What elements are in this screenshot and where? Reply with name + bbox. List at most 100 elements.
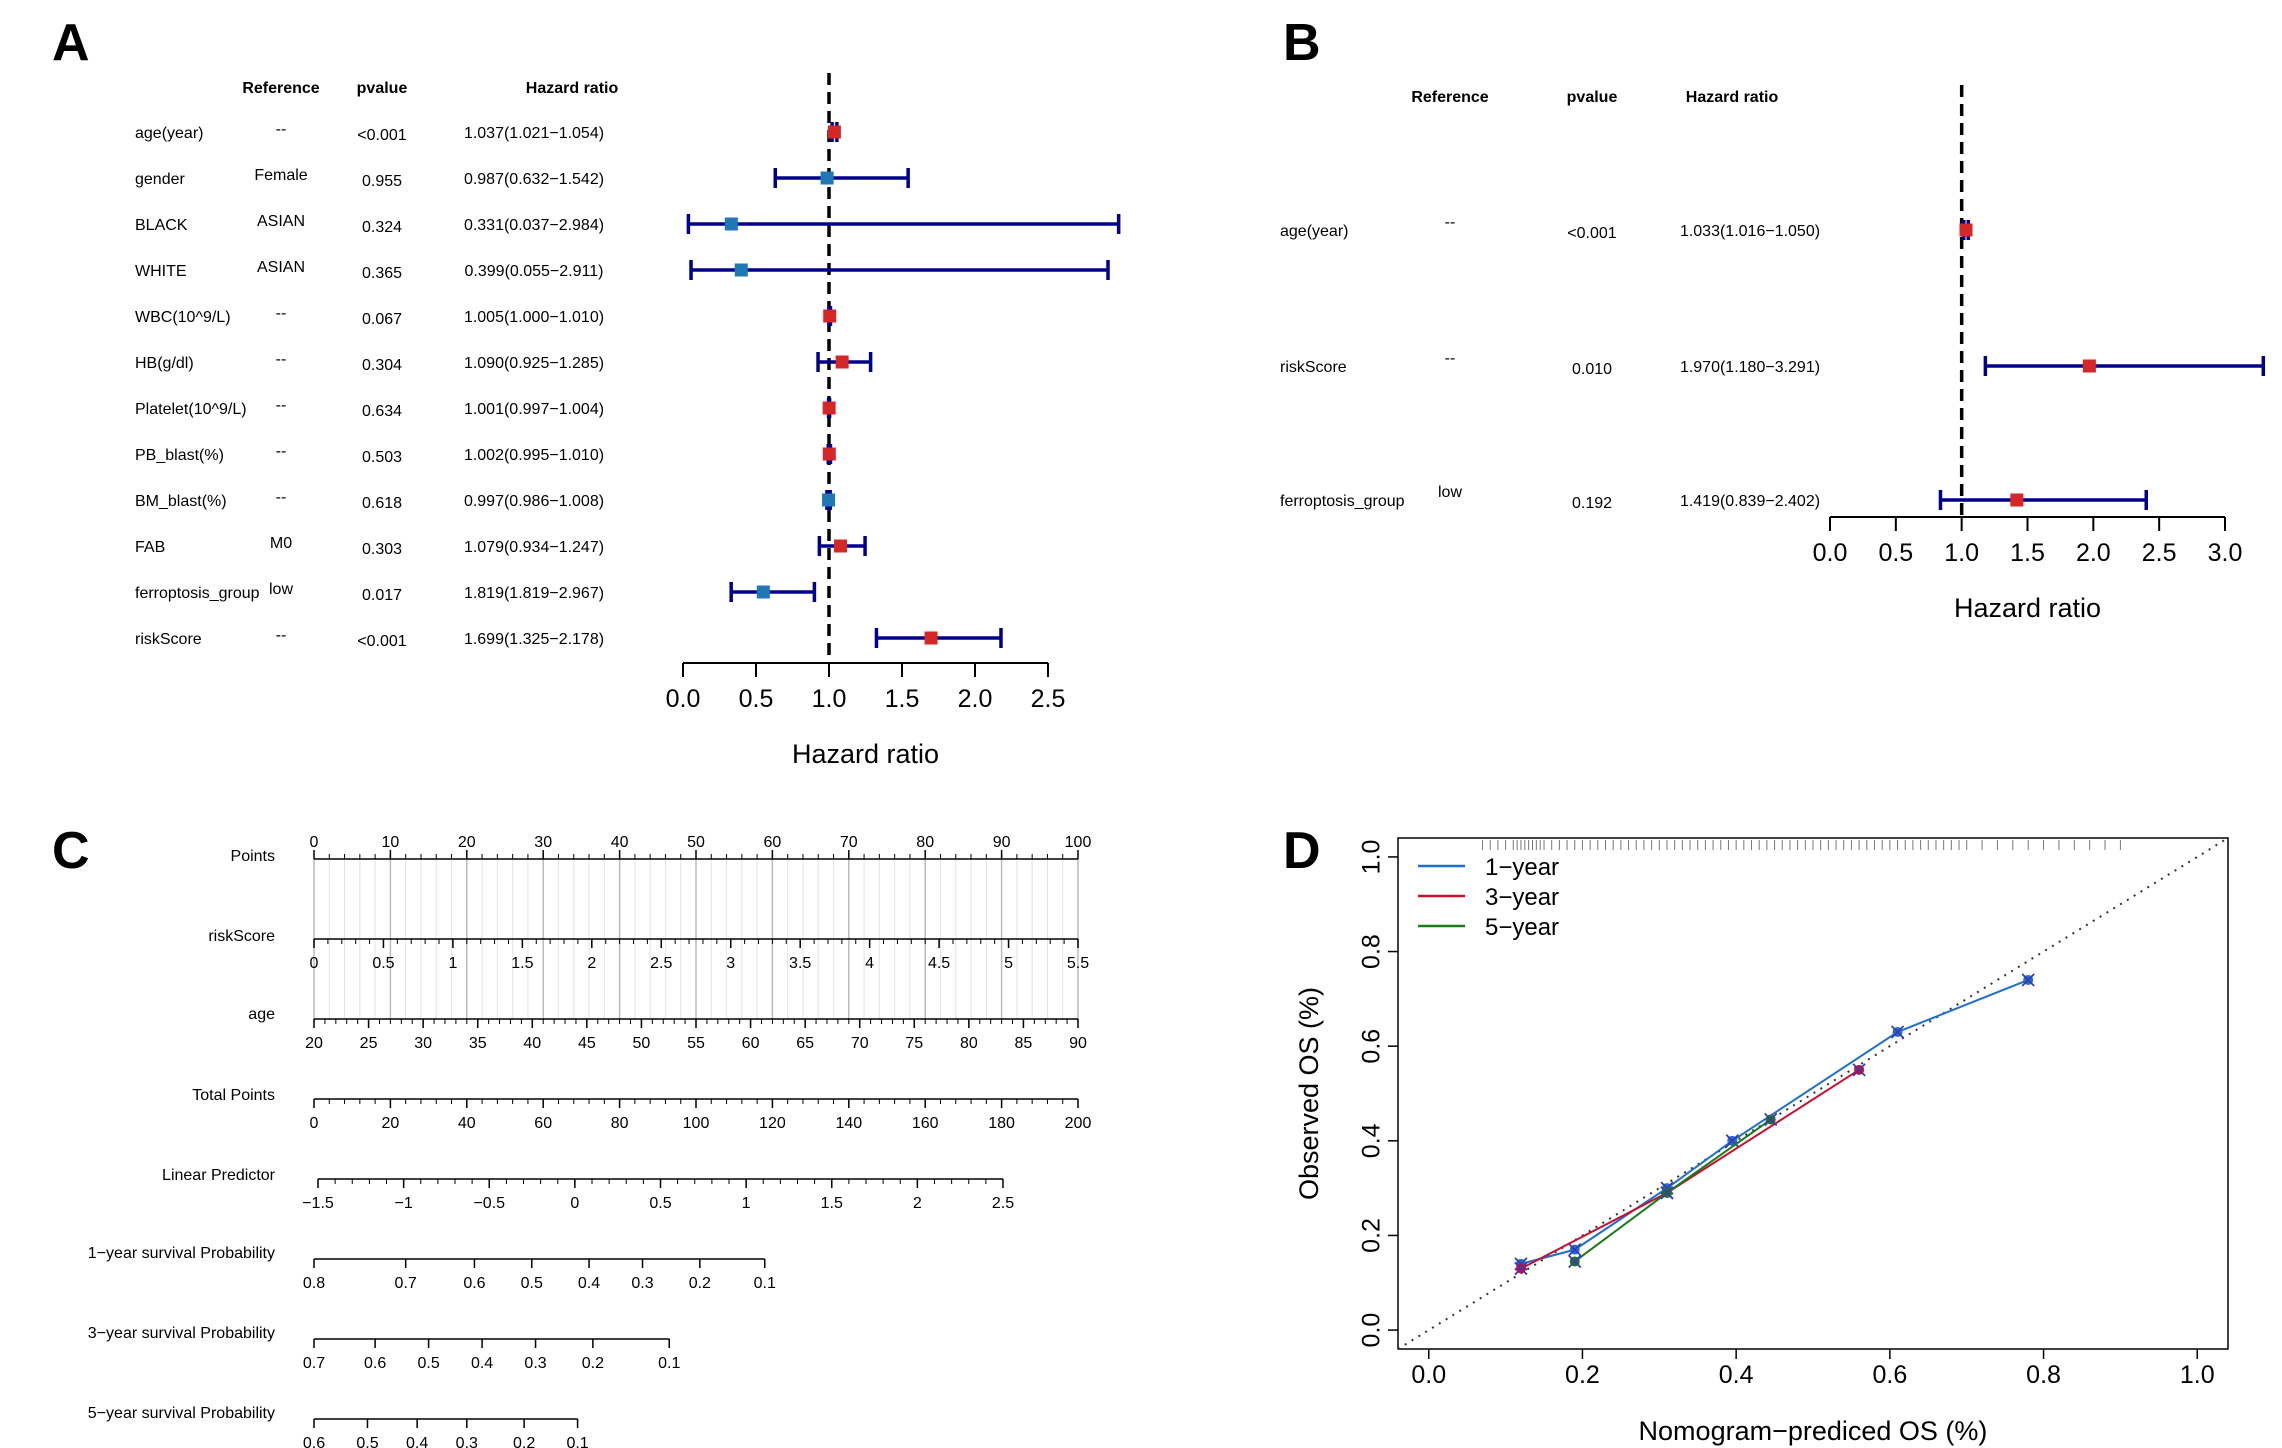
x-axis-title: Hazard ratio xyxy=(1954,593,2101,623)
row-hazard-ratio-text: 0.331(0.037−2.984) xyxy=(464,217,604,234)
scale-tick-label: 60 xyxy=(534,1115,552,1132)
x-tick-label: 1.5 xyxy=(885,685,920,713)
row-pvalue: 0.017 xyxy=(362,587,402,604)
row-reference: M0 xyxy=(270,535,292,552)
x-tick-label: 1.5 xyxy=(2010,539,2045,567)
header-reference: Reference xyxy=(242,80,319,97)
row-hazard-ratio-text: 0.997(0.986−1.008) xyxy=(464,493,604,510)
row-variable: riskScore xyxy=(135,631,202,648)
row-hazard-ratio-text: 1.090(0.925−1.285) xyxy=(464,355,604,372)
row-variable: Platelet(10^9/L) xyxy=(135,401,247,418)
observed-marker xyxy=(1568,1254,1582,1269)
scale-tick-label: 30 xyxy=(414,1035,432,1052)
observed-marker xyxy=(1568,1243,1582,1257)
hazard-ratio-point xyxy=(2010,493,2024,507)
x-tick-label: 0.2 xyxy=(1565,1361,1600,1389)
hazard-ratio-point xyxy=(827,125,841,139)
scale-tick-label: 50 xyxy=(633,1035,651,1052)
row-pvalue: 0.303 xyxy=(362,541,402,558)
scale-tick-label: 70 xyxy=(851,1035,869,1052)
row-hazard-ratio-text: 1.001(0.997−1.004) xyxy=(464,401,604,418)
x-tick-label: 2.5 xyxy=(2142,539,2177,567)
panel-label-a: A xyxy=(52,14,90,72)
series-line xyxy=(1520,1069,1860,1270)
scale-tick-label: 80 xyxy=(916,834,934,851)
panel-label-c: C xyxy=(52,822,90,880)
row-hazard-ratio-text: 1.699(1.325−2.178) xyxy=(464,631,604,648)
header-hazard-ratio: Hazard ratio xyxy=(1686,89,1779,106)
x-tick-label: 2.0 xyxy=(2076,539,2111,567)
scale-tick-label: 0.6 xyxy=(364,1355,386,1372)
scale-tick-label: −1 xyxy=(395,1195,413,1212)
legend-label: 1−year xyxy=(1485,854,1559,881)
scale-tick-label: 65 xyxy=(796,1035,814,1052)
row-reference: -- xyxy=(1445,214,1456,231)
scale-tick-label: 0.3 xyxy=(456,1435,478,1448)
hazard-ratio-point xyxy=(724,217,738,231)
row-pvalue: 0.192 xyxy=(1572,495,1612,512)
scale-label: age xyxy=(248,1006,275,1023)
panel-label-d: D xyxy=(1283,822,1321,880)
row-reference: low xyxy=(1438,484,1462,501)
row-hazard-ratio-text: 1.033(1.016−1.050) xyxy=(1680,223,1820,240)
scale-tick-label: 140 xyxy=(835,1115,862,1132)
row-pvalue: 0.365 xyxy=(362,265,402,282)
hazard-ratio-point xyxy=(734,263,748,277)
scale-tick-label: 0 xyxy=(310,955,319,972)
scale-label: 1−year survival Probability xyxy=(88,1245,275,1262)
row-hazard-ratio-text: 1.002(0.995−1.010) xyxy=(464,447,604,464)
row-pvalue: 0.955 xyxy=(362,173,402,190)
legend-label: 3−year xyxy=(1485,884,1559,911)
observed-marker xyxy=(1890,1025,1905,1039)
panel-d-calibration-plot: D 0.0 0.2 0.4 0.6 0.8 1.0 0.0 0.2 0.4 0.6 0.8 1.0 Nom… xyxy=(1283,822,2229,1446)
scale-label: Linear Predictor xyxy=(162,1167,276,1184)
y-tick-label: 0.8 xyxy=(1358,934,1386,969)
scale-tick-label: 70 xyxy=(840,834,858,851)
scale-tick-label: 1 xyxy=(448,955,457,972)
scale-tick-label: 25 xyxy=(360,1035,378,1052)
observed-marker xyxy=(1514,1261,1528,1276)
x-tick-label: 2.5 xyxy=(1031,685,1066,713)
row-variable: riskScore xyxy=(1280,359,1347,376)
x-tick-label: 1.0 xyxy=(1944,539,1979,567)
scale-tick-label: 200 xyxy=(1065,1115,1092,1132)
scale-tick-label: 0.5 xyxy=(417,1355,439,1372)
row-pvalue: 0.618 xyxy=(362,495,402,512)
y-tick-label: 0.4 xyxy=(1358,1123,1386,1158)
y-tick-label: 0.6 xyxy=(1358,1029,1386,1064)
row-pvalue: 0.067 xyxy=(362,311,402,328)
plot-frame xyxy=(1397,837,2229,1350)
scale-tick-label: 35 xyxy=(469,1035,487,1052)
scale-tick-label: 0 xyxy=(310,1115,319,1132)
row-variable: WHITE xyxy=(135,263,187,280)
hazard-ratio-point xyxy=(1959,223,1973,237)
scale-tick-label: 1 xyxy=(742,1195,751,1212)
observed-marker xyxy=(1852,1063,1866,1077)
scale-tick-label: 120 xyxy=(759,1115,786,1132)
hazard-ratio-point xyxy=(820,171,834,185)
row-variable: ferroptosis_group xyxy=(135,585,260,602)
row-pvalue: <0.001 xyxy=(357,127,406,144)
scale-tick-label: 0.1 xyxy=(658,1355,680,1372)
scale-tick-label: 0.8 xyxy=(303,1275,325,1292)
panel-b-forest-plot: B Reference pvalue Hazard ratio age(year) -- <… xyxy=(1280,14,2266,623)
row-hazard-ratio-text: 1.079(0.934−1.247) xyxy=(464,539,604,556)
header-pvalue: pvalue xyxy=(1567,89,1618,106)
observed-marker xyxy=(1764,1112,1778,1127)
scale-tick-label: −1.5 xyxy=(302,1195,334,1212)
scale-tick-label: 0.4 xyxy=(471,1355,493,1372)
series-line xyxy=(1520,979,2029,1265)
y-axis-title: Observed OS (%) xyxy=(1294,987,1324,1200)
series-line xyxy=(1574,1118,1772,1263)
row-reference: Female xyxy=(254,167,307,184)
hazard-ratio-point xyxy=(834,539,848,553)
x-tick-label: 0.8 xyxy=(2026,1361,2061,1389)
scale-tick-label: 2.5 xyxy=(992,1195,1014,1212)
scale-tick-label: 100 xyxy=(1065,834,1092,851)
scale-tick-label: 0.2 xyxy=(513,1435,535,1448)
row-variable: BLACK xyxy=(135,217,188,234)
y-tick-label: 1.0 xyxy=(1358,840,1386,875)
scale-tick-label: 0 xyxy=(310,834,319,851)
row-reference: -- xyxy=(276,351,287,368)
scale-tick-label: 0.5 xyxy=(356,1435,378,1448)
